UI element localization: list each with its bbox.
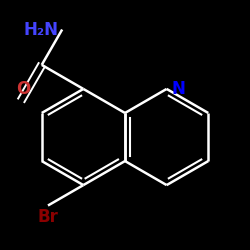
Text: N: N: [172, 80, 185, 98]
Text: Br: Br: [38, 208, 58, 226]
Text: H₂N: H₂N: [23, 20, 58, 38]
Text: O: O: [16, 80, 31, 98]
